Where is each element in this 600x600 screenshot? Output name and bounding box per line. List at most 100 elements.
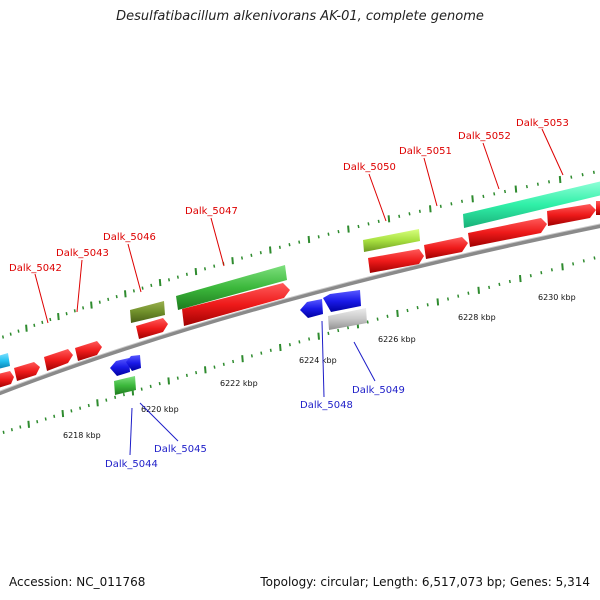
minor-tick [240, 256, 244, 260]
leader-line [34, 273, 49, 324]
major-tick [477, 286, 480, 294]
minor-tick [460, 199, 464, 203]
minor-tick [327, 232, 330, 236]
cds-arrow-reverse[interactable] [323, 290, 361, 312]
gene-label-dalk-5049[interactable]: Dalk_5049 [352, 385, 405, 396]
cds-arrow-forward[interactable] [75, 341, 102, 361]
minor-tick [529, 274, 532, 278]
topology-summary: Topology: circular; Length: 6,517,073 bp… [260, 575, 590, 589]
minor-tick [203, 267, 207, 271]
major-tick [124, 290, 127, 298]
cds-arrow-forward[interactable] [468, 218, 547, 247]
leader-line [368, 173, 387, 222]
major-tick [231, 257, 234, 265]
kbp-label: 6228 kbp [458, 313, 496, 322]
minor-tick [213, 365, 216, 369]
leader-line [541, 128, 564, 176]
major-tick [27, 420, 30, 428]
cds-arrow-forward[interactable] [596, 201, 600, 215]
minor-tick [87, 403, 90, 408]
minor-tick [53, 414, 56, 418]
cds-arrow-forward[interactable] [0, 371, 14, 388]
gene-label-dalk-5053[interactable]: Dalk_5053 [516, 118, 569, 129]
cds-arrow-reverse[interactable] [300, 299, 323, 318]
minor-tick [2, 430, 5, 434]
minor-tick [150, 283, 153, 288]
major-tick [96, 399, 99, 407]
feature-bar-olive[interactable] [130, 301, 165, 323]
minor-tick [36, 420, 39, 424]
minor-tick [17, 329, 20, 333]
minor-tick [260, 351, 263, 355]
reverse-cds-track [110, 290, 367, 395]
gene-label-dalk-5052[interactable]: Dalk_5052 [458, 131, 511, 142]
major-tick [167, 377, 170, 385]
feature-bar-green[interactable] [176, 265, 287, 310]
minor-tick [457, 294, 460, 298]
kbp-label: 6222 kbp [220, 379, 258, 388]
cds-arrow-forward[interactable] [368, 249, 424, 273]
minor-tick [82, 306, 85, 310]
leader-line [129, 407, 133, 456]
cds-arrow-forward[interactable] [182, 283, 290, 326]
leader-line [482, 142, 500, 190]
major-tick [57, 313, 60, 321]
kbp-label: 6218 kbp [63, 431, 101, 440]
minor-tick [398, 214, 401, 218]
feature-bar-teal[interactable] [463, 181, 600, 228]
major-tick [90, 301, 93, 309]
gene-label-dalk-5050[interactable]: Dalk_5050 [343, 162, 396, 173]
gene-label-dalk-5044[interactable]: Dalk_5044 [105, 459, 158, 470]
gene-label-dalk-5048[interactable]: Dalk_5048 [300, 400, 353, 411]
kbp-label: 6224 kbp [299, 356, 337, 365]
leader-line [139, 402, 179, 442]
gene-label-dalk-5051[interactable]: Dalk_5051 [399, 146, 452, 157]
cds-arrow-forward[interactable] [44, 349, 73, 371]
minor-tick [33, 323, 36, 327]
cds-arrow-forward[interactable] [547, 204, 596, 226]
minor-tick [44, 417, 47, 421]
minor-tick [259, 251, 262, 255]
minor-tick [550, 268, 553, 272]
minor-tick [570, 175, 573, 179]
minor-tick [540, 271, 543, 275]
minor-tick [592, 170, 595, 174]
cds-arrow-forward[interactable] [14, 362, 40, 381]
gene-label-dalk-5045[interactable]: Dalk_5045 [154, 444, 207, 455]
feature-bar-cyan[interactable] [0, 353, 10, 369]
minor-tick [167, 278, 171, 282]
minor-tick [278, 245, 281, 249]
minor-tick [547, 180, 551, 184]
major-tick [307, 235, 311, 244]
minor-tick [19, 425, 22, 429]
cds-arrow-reverse[interactable] [126, 355, 141, 371]
minor-tick [488, 285, 491, 290]
cds-arrow-forward[interactable] [136, 318, 168, 339]
cds-arrow-forward[interactable] [424, 237, 468, 259]
feature-bar-green[interactable] [114, 376, 136, 395]
minor-tick [185, 373, 188, 378]
minor-tick [446, 297, 450, 301]
minor-tick [581, 173, 584, 177]
gene-label-dalk-5046[interactable]: Dalk_5046 [103, 232, 156, 243]
gene-label-dalk-5047[interactable]: Dalk_5047 [185, 206, 238, 217]
major-tick [194, 268, 198, 276]
minor-tick [288, 243, 291, 247]
reverse-labels: Dalk_5044 Dalk_5045 Dalk_5048 Dalk_5049 [105, 320, 405, 470]
feature-bar-gray[interactable] [328, 308, 367, 330]
gene-label-dalk-5043[interactable]: Dalk_5043 [56, 248, 109, 259]
genome-backbone [0, 223, 600, 396]
major-tick [561, 263, 564, 271]
major-tick [396, 309, 399, 317]
feature-bar-lime[interactable] [363, 229, 420, 252]
minor-tick [1, 335, 5, 339]
cds-arrow-reverse[interactable] [110, 358, 130, 376]
gene-label-dalk-5042[interactable]: Dalk_5042 [9, 263, 62, 274]
minor-tick [114, 395, 117, 399]
minor-tick [132, 289, 135, 293]
minor-tick [416, 305, 419, 310]
minor-tick [536, 182, 539, 186]
major-tick [241, 355, 244, 363]
minor-tick [176, 275, 179, 279]
minor-tick [79, 406, 82, 410]
